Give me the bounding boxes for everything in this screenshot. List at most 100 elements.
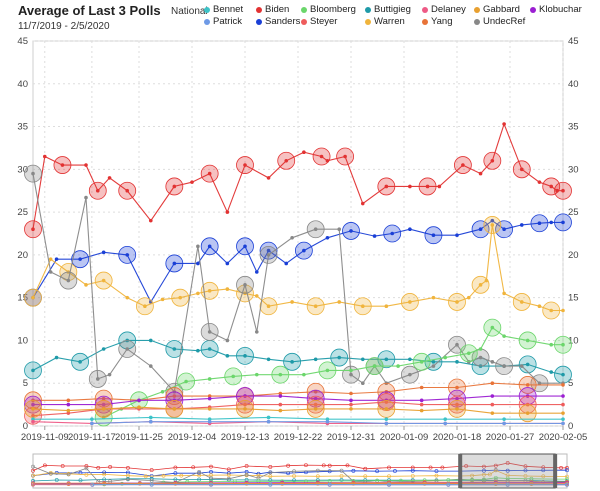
legend-item-bloomberg[interactable]: Bloomberg [301,4,365,15]
legend-item-delaney[interactable]: Delaney [422,4,474,15]
navigator-point [108,465,113,469]
date-range: 11/7/2019 - 2/5/2020 [18,21,110,32]
data-point [431,233,436,238]
data-point [384,400,389,404]
navigator-point [102,472,107,477]
data-point [284,261,289,266]
data-point [390,231,395,236]
legend-item-biden[interactable]: Biden [256,4,301,15]
legend-item-klobuchar[interactable]: Klobuchar [530,4,590,15]
data-point [455,342,459,347]
data-point [384,184,389,189]
data-point [207,347,212,351]
data-point [502,334,506,338]
data-point [84,283,88,287]
data-point [437,184,442,189]
y-tick-label-right: 30 [568,164,579,175]
legend-swatch-icon [301,6,307,13]
data-point [125,253,130,257]
data-point [160,389,165,394]
data-point [525,362,530,367]
data-point [172,184,177,189]
x-tick-label: 2019-11-09 [21,432,69,443]
legend-item-sanders[interactable]: Sanders [256,16,301,27]
navigator-point [505,482,510,487]
navigator-point [493,468,498,473]
data-point [31,417,35,421]
legend-item-gabbard[interactable]: Gabbard [474,4,530,15]
data-point [207,407,212,411]
data-point [95,377,100,381]
data-point [207,289,212,293]
data-point [178,295,183,300]
data-point [278,372,283,377]
navigator-handle-right[interactable] [553,454,558,488]
data-point [101,250,106,255]
navigator-point [487,472,492,477]
data-point [243,407,247,411]
navigator-point [173,481,178,486]
data-point [254,372,259,377]
legend-item-steyer[interactable]: Steyer [301,16,365,27]
data-point [284,158,289,163]
legend-item-buttigieg[interactable]: Buttigieg [365,4,422,15]
data-point [337,227,342,232]
data-point [537,221,542,226]
navigator-point [493,475,498,480]
data-point [278,394,283,398]
navigator-point [304,463,308,467]
data-point [148,364,153,368]
legend-label: Klobuchar [539,4,582,15]
legend-item-warren[interactable]: Warren [365,16,422,27]
series-line-warren [32,224,563,312]
navigator-point [339,478,344,482]
navigator-point [446,478,451,482]
navigator-point [268,470,273,475]
data-point [561,220,565,225]
legend-item-undecref[interactable]: UndecRef [474,16,530,27]
legend-item-bennet[interactable]: Bennet [204,4,256,15]
navigator-point [268,474,273,479]
data-point [384,421,389,426]
y-tick-label-left: 45 [17,36,28,47]
data-point [519,223,524,227]
series-patrick [90,419,565,426]
series-bloomberg [94,318,572,427]
data-point [561,402,565,407]
data-point [360,304,365,309]
data-point [561,188,565,193]
navigator-point [315,481,320,486]
data-point [360,357,365,362]
y-tick-label-right: 25 [568,207,579,218]
data-point [384,357,389,362]
navigator-point [363,474,368,479]
legend-swatch-icon [422,6,428,13]
navigator-selection[interactable] [459,453,556,489]
y-tick-label-left: 40 [17,79,28,90]
data-point [101,407,106,411]
data-point [419,398,424,403]
navigator-point [387,465,391,470]
legend-item-patrick[interactable]: Patrick [204,16,256,27]
navigator-point [143,474,148,479]
navigator-point [327,463,332,468]
navigator-point [149,468,154,472]
series-line-bennet [33,416,563,420]
data-point [484,278,489,283]
data-point [490,218,495,223]
data-point [278,408,283,413]
legend-item-yang[interactable]: Yang [422,16,474,27]
navigator-point [191,465,196,470]
navigator-point [493,482,498,486]
data-point [31,368,35,373]
data-point [78,257,82,261]
data-point [207,417,212,421]
scope-label[interactable]: National [171,6,208,17]
data-point [243,163,247,167]
y-tick-label-right: 10 [568,335,579,346]
data-point [302,372,306,377]
data-point [319,154,324,159]
navigator-handle-left[interactable] [458,454,463,488]
data-point [54,257,59,261]
